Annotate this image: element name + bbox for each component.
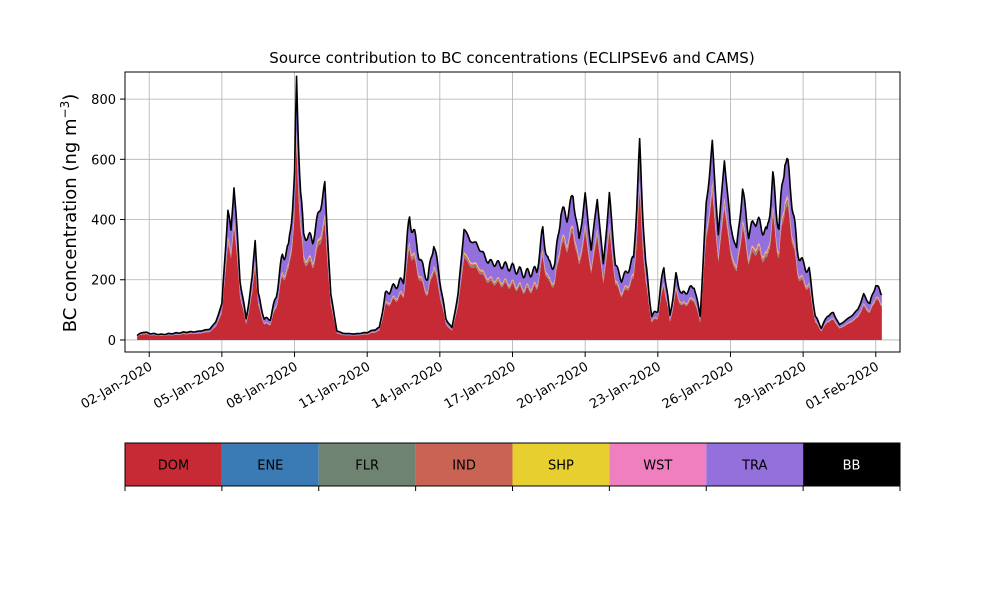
legend-swatch-ind: [415, 443, 513, 486]
legend-label-bb: BB: [843, 459, 861, 474]
legend-swatch-ene: [221, 443, 319, 486]
legend-label-wst: WST: [643, 459, 672, 474]
y-axis-label: BC concentration (ng m−3): [58, 94, 81, 333]
y-axis-ticks: 0 200 400 600 800: [91, 93, 125, 349]
y-tick-label: 800: [91, 93, 116, 108]
stacked-areas: [137, 76, 882, 340]
legend-swatch-tra: [706, 443, 804, 486]
x-tick-label: 29-Jan-2020: [733, 359, 810, 412]
x-tick-label: 08-Jan-2020: [224, 359, 301, 412]
x-axis-ticks: 02-Jan-202005-Jan-202008-Jan-202011-Jan-…: [79, 352, 882, 413]
total-concentration-line: [136, 75, 883, 337]
x-tick-label: 14-Jan-2020: [369, 359, 446, 412]
legend-label-ind: IND: [452, 459, 476, 474]
x-tick-label: 26-Jan-2020: [660, 359, 737, 412]
area-tra: [137, 76, 882, 337]
area-dom: [137, 144, 882, 340]
x-tick-label: 05-Jan-2020: [151, 359, 228, 412]
legend-label-flr: FLR: [355, 459, 379, 474]
x-tick-label: 01-Feb-2020: [803, 359, 882, 413]
x-tick-label: 23-Jan-2020: [587, 359, 664, 412]
x-tick-label: 17-Jan-2020: [442, 359, 519, 412]
y-tick-label: 0: [108, 334, 116, 349]
legend-label-shp: SHP: [548, 459, 574, 474]
legend-label-ene: ENE: [257, 459, 283, 474]
y-axis-label-superscript: −3: [58, 101, 72, 119]
legend-swatch-dom: [125, 443, 222, 486]
legend-colorbar: DOM ENE FLR IND SHP WST TRA BB: [124, 442, 901, 491]
y-tick-label: 600: [91, 153, 116, 168]
x-tick-label: 20-Jan-2020: [515, 359, 592, 412]
y-tick-label: 400: [91, 214, 116, 229]
legend-label-dom: DOM: [158, 459, 189, 474]
legend-swatch-wst: [609, 443, 707, 486]
chart-title: Source contribution to BC concentrations…: [269, 49, 754, 67]
legend-swatch-flr: [318, 443, 416, 486]
legend-label-tra: TRA: [741, 459, 767, 474]
y-axis-label-close: ): [60, 94, 81, 101]
x-tick-label: 11-Jan-2020: [297, 359, 374, 412]
legend-swatch-bb: [803, 443, 900, 486]
legend-swatch-shp: [512, 443, 610, 486]
y-axis-label-main: BC concentration (ng m: [60, 118, 81, 332]
y-tick-label: 200: [91, 274, 116, 289]
x-tick-label: 02-Jan-2020: [79, 359, 156, 412]
